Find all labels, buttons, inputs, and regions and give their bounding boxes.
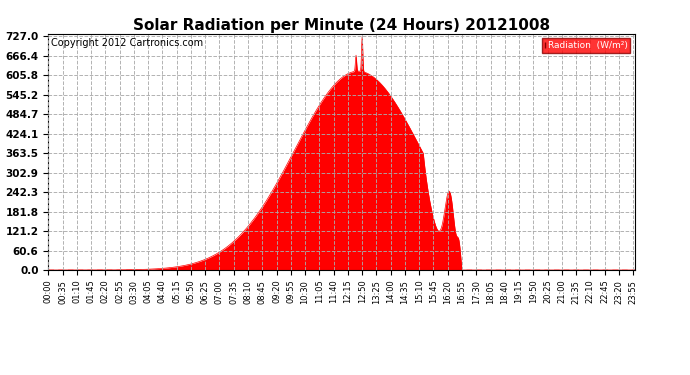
Title: Solar Radiation per Minute (24 Hours) 20121008: Solar Radiation per Minute (24 Hours) 20… [133,18,550,33]
Text: Copyright 2012 Cartronics.com: Copyright 2012 Cartronics.com [51,39,204,48]
Legend: Radiation  (W/m²): Radiation (W/m²) [542,38,630,53]
